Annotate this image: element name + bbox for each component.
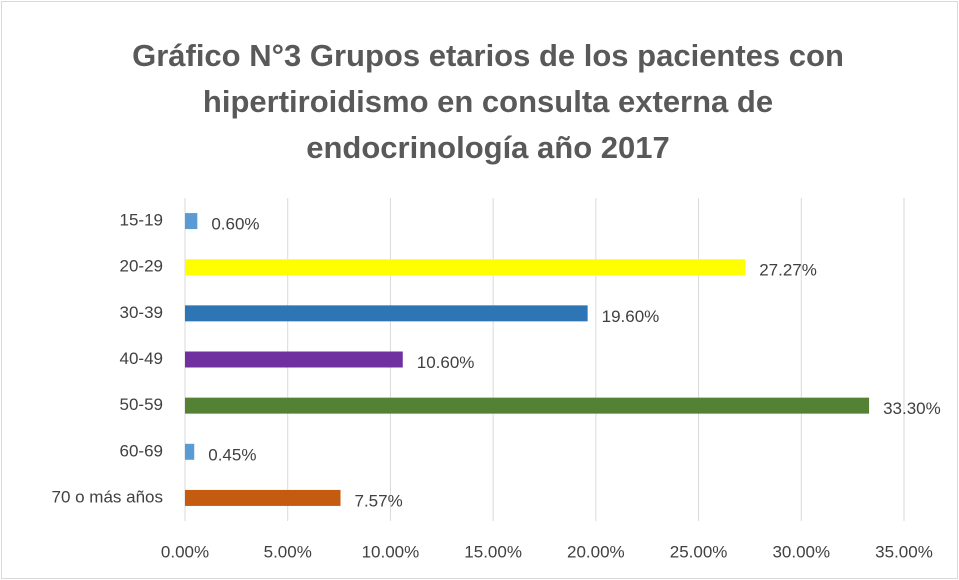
bar <box>185 489 341 506</box>
data-label: 27.27% <box>759 261 817 280</box>
bar <box>185 259 746 276</box>
data-label: 33.30% <box>883 399 941 418</box>
data-label: 7.57% <box>355 491 403 510</box>
y-tick-label: 50-59 <box>120 395 163 414</box>
x-tick-label: 0.00% <box>161 542 209 561</box>
y-tick-label: 40-49 <box>120 349 163 368</box>
y-tick-label: 20-29 <box>120 257 163 276</box>
x-tick-label: 20.00% <box>567 542 625 561</box>
bar <box>185 443 195 460</box>
data-label: 19.60% <box>602 307 660 326</box>
chart-title: Gráfico N°3 Grupos etarios de los pacien… <box>132 38 844 73</box>
bar <box>185 397 870 414</box>
y-tick-label: 15-19 <box>120 211 163 230</box>
bar <box>185 305 588 322</box>
y-tick-label: 70 o más años <box>51 487 163 506</box>
x-tick-label: 10.00% <box>362 542 420 561</box>
x-tick-label: 15.00% <box>464 542 522 561</box>
x-tick-label: 25.00% <box>670 542 728 561</box>
data-label: 0.60% <box>211 215 259 234</box>
bar <box>185 351 403 368</box>
y-tick-label: 30-39 <box>120 303 163 322</box>
x-tick-label: 35.00% <box>875 542 933 561</box>
chart-title: hipertiroidismo en consulta externa de <box>203 84 773 119</box>
chart-title: endocrinología año 2017 <box>306 130 669 165</box>
bar <box>185 213 198 230</box>
x-tick-label: 5.00% <box>264 542 312 561</box>
data-label: 10.60% <box>417 353 475 372</box>
data-label: 0.45% <box>208 445 256 464</box>
x-tick-label: 30.00% <box>772 542 830 561</box>
y-tick-label: 60-69 <box>120 441 163 460</box>
